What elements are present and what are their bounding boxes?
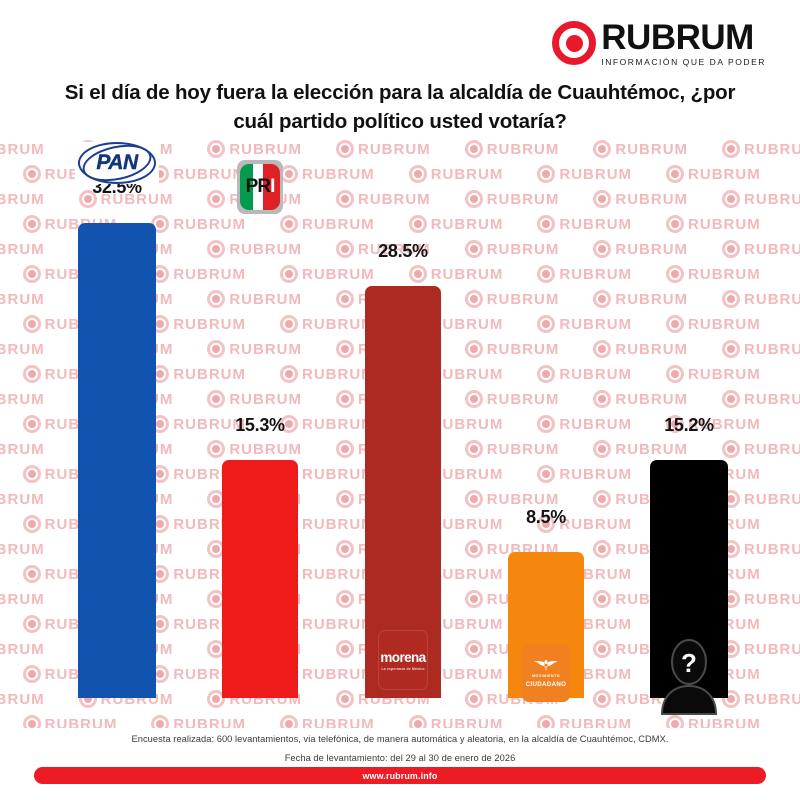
mc-eagle-icon [534,660,558,671]
bar-value-mc: 8.5% [526,507,566,527]
pan-logo: PAN [75,139,159,187]
pan-ellipse-icon [78,142,156,184]
bar-morena[interactable] [365,286,441,698]
mc-label-line1: MOVIMIENTO [531,674,561,678]
url-text: www.rubrum.info [362,770,438,781]
url-bar[interactable]: www.rubrum.info [34,767,766,784]
page-title: Si el día de hoy fuera la elección para … [64,81,736,134]
pri-green-band [240,164,257,210]
footer-methodology: Encuesta realizada: 600 levantamientos, … [131,734,669,744]
mc-label-line2: CIUDADANO [525,681,567,688]
bar-group-pri: 15.3% PRI [222,154,298,698]
footer: Encuesta realizada: 600 levantamientos, … [0,728,800,800]
bar-group-pan: 32.5% PAN [75,139,159,698]
bar-chart: 32.5% PAN 15.3% PRI 28.5% moren [0,138,800,764]
rubrum-logo: RUBRUM INFORMACIÓN QUE DA PODER [552,20,766,67]
bar-pan[interactable] [78,223,156,698]
bar-group-morena: 28.5% morena La esperanza de México [365,154,441,698]
question-mark-glyph: ? [681,648,697,678]
pri-red-band [263,164,280,210]
bar-group-mc: 8.5% MOVIMIENTO CIUDADANO [508,154,584,702]
rubrum-target-icon [552,21,597,65]
bar-value-undecided: 15.2% [664,415,714,435]
undecided-person-icon: ? [660,639,718,715]
morena-sublabel: La esperanza de México [381,666,425,671]
bar-value-morena: 28.5% [378,241,428,261]
footer-date: Fecha de levantamiento: del 29 al 30 de … [284,753,516,763]
morena-label: morena [380,649,426,665]
pan-label: PAN [96,151,138,174]
brand-name: RUBRUM [601,18,754,57]
bar-group-undecided: 15.2% ? AÚN NO DECIDE [636,154,742,764]
bar-pri[interactable] [222,460,298,698]
pri-label: PRI [245,176,276,197]
bar-value-pri: 15.3% [235,415,285,435]
pri-logo: PRI [237,160,283,214]
brand-tagline: INFORMACIÓN QUE DA PODER [601,57,766,67]
header: RUBRUM INFORMACIÓN QUE DA PODER Si el dí… [0,0,800,138]
morena-logo: morena La esperanza de México [378,630,428,690]
mc-logo: MOVIMIENTO CIUDADANO [522,644,570,702]
